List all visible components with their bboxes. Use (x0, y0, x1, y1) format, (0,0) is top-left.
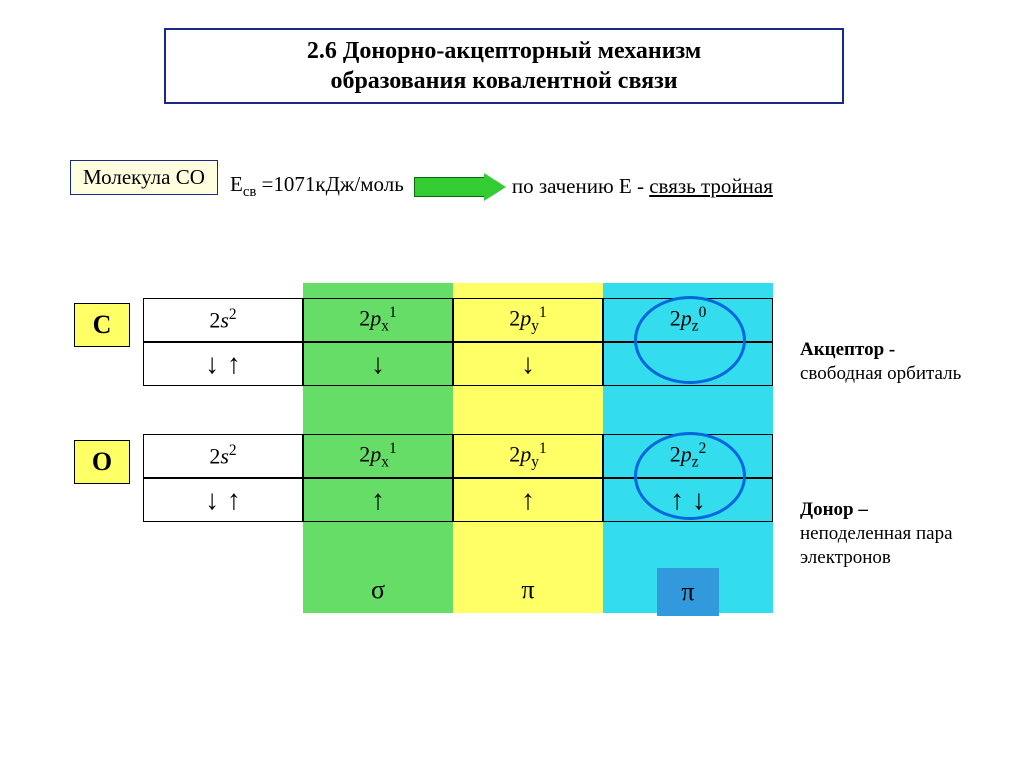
acceptor-ellipse (634, 296, 746, 384)
atom-label-O: O (74, 440, 130, 484)
energy-symbol: Eсв =1071кДж/моль (230, 172, 404, 201)
acceptor-label: Акцептор - свободная орбиталь (800, 338, 980, 386)
donor-label: Донор – неподеленная пара электронов (800, 498, 990, 569)
cell-O-2s: 2s2 (143, 434, 303, 478)
cell-C-2s: 2s2 (143, 298, 303, 342)
bond-sigma: σ (303, 568, 453, 612)
cell-O-2px: 2px1 (303, 434, 453, 478)
implication-arrow-icon (414, 177, 486, 197)
donor-ellipse (634, 432, 746, 520)
cell-O-2py-spin: ↑ (453, 478, 603, 522)
bond-pi-1: π (453, 568, 603, 612)
energy-conclusion: по зачению Е - связь тройная (512, 174, 773, 199)
molecule-label: Молекула СО (83, 165, 205, 189)
cell-O-2s-spin: ↓ ↑ (143, 478, 303, 522)
cell-C-2s-spin: ↓ ↑ (143, 342, 303, 386)
bond-pi-2: π (603, 568, 773, 612)
title-line2: образования ковалентной связи (196, 66, 812, 96)
cell-C-2px: 2px1 (303, 298, 453, 342)
title-line1: 2.6 Донорно-акцепторный механизм (196, 36, 812, 66)
cell-C-2py: 2py1 (453, 298, 603, 342)
cell-O-2px-spin: ↑ (303, 478, 453, 522)
cell-C-2px-spin: ↓ (303, 342, 453, 386)
atom-label-C: C (74, 303, 130, 347)
molecule-label-box: Молекула СО (70, 160, 218, 195)
slide-title: 2.6 Донорно-акцепторный механизм образов… (164, 28, 844, 104)
cell-O-2py: 2py1 (453, 434, 603, 478)
bond-energy-row: Eсв =1071кДж/моль по зачению Е - связь т… (230, 172, 773, 201)
cell-C-2py-spin: ↓ (453, 342, 603, 386)
